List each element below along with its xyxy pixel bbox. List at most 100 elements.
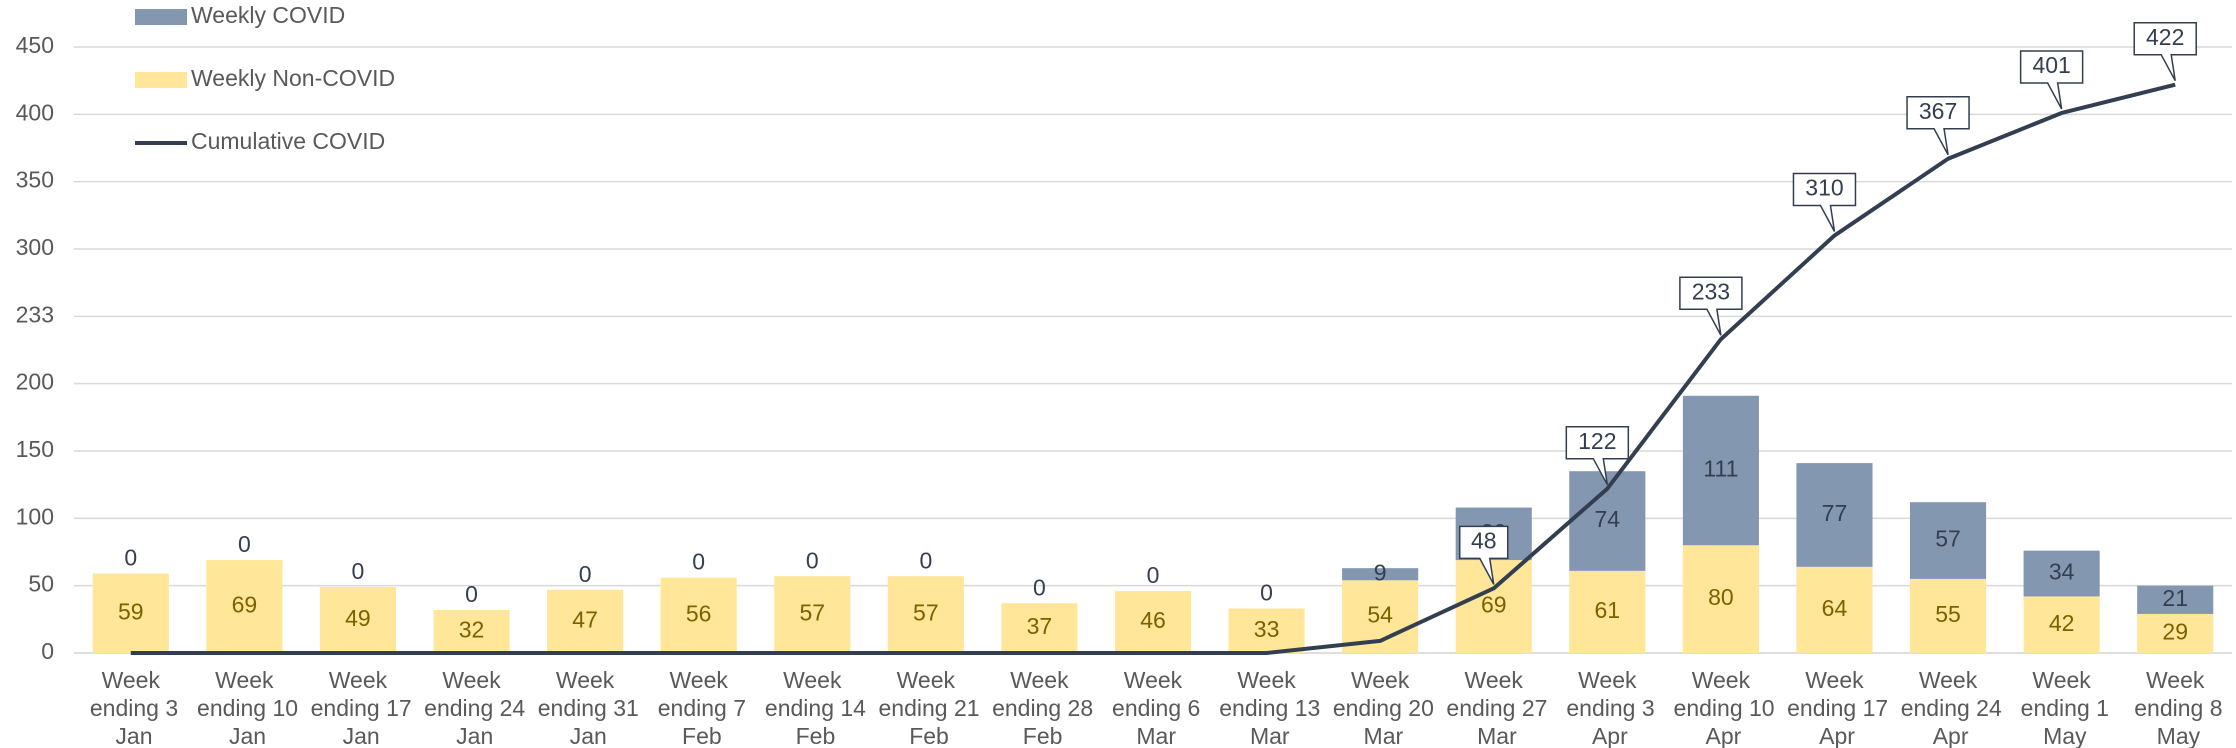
bar-segment	[1796, 463, 1873, 567]
x-tick-label: Week ending 28 Feb	[986, 667, 1093, 748]
data-label: 310	[1805, 175, 1843, 201]
bar-segment	[1228, 608, 1305, 653]
data-label: 48	[1471, 527, 1497, 553]
data-label: 367	[1919, 98, 1957, 124]
legend-swatch	[135, 72, 187, 88]
data-label: 61	[1595, 597, 1621, 623]
legend-label: Weekly COVID	[191, 2, 345, 28]
data-label: 74	[1595, 506, 1621, 532]
callout	[1458, 525, 1509, 585]
x-tick-label: Week ending 13 Mar	[1213, 667, 1320, 748]
data-label: 0	[1260, 580, 1273, 606]
data-label: 233	[1692, 278, 1730, 304]
data-label: 0	[465, 581, 478, 607]
data-label: 55	[1935, 601, 1961, 627]
data-label: 401	[2032, 52, 2070, 78]
bar-segment	[1455, 560, 1532, 653]
bar-segment	[2023, 596, 2100, 653]
data-label: 33	[1254, 616, 1280, 642]
callout	[1679, 276, 1743, 336]
y-tick-label: 233	[16, 301, 54, 327]
data-label: 46	[1140, 607, 1166, 633]
legend-label: Weekly Non-COVID	[191, 65, 395, 91]
bar-segment	[1682, 545, 1759, 653]
data-label: 0	[1147, 562, 1160, 588]
line	[130, 82, 2176, 655]
legend-swatch	[135, 9, 187, 25]
data-label: 59	[118, 598, 144, 624]
data-label: 122	[1578, 428, 1616, 454]
data-label: 54	[1367, 602, 1393, 628]
callout	[1906, 96, 1970, 156]
bar-segment	[1001, 603, 1078, 653]
data-label: 64	[1822, 595, 1848, 621]
data-label: 9	[1374, 559, 1387, 585]
bar-segment	[2137, 585, 2214, 614]
x-tick-label: Week ending 10 Apr	[1667, 667, 1774, 748]
x-tick-label: Week ending 10 Jan	[191, 667, 298, 748]
bar-segment	[887, 576, 964, 653]
data-label: 69	[232, 592, 258, 618]
bar-segment	[1796, 566, 1873, 653]
data-label: 21	[2162, 585, 2188, 611]
bar-segment	[774, 576, 851, 653]
x-tick-label: Week ending 7 Feb	[651, 667, 746, 748]
x-tick-label: Week ending 21 Feb	[872, 667, 979, 748]
data-label: 47	[572, 606, 598, 632]
x-tick-label: Week ending 24 Apr	[1894, 667, 2002, 748]
x-tick-label: Week ending 27 Mar	[1440, 667, 1547, 748]
legend-label: Cumulative COVID	[191, 128, 385, 154]
y-tick-label: 100	[16, 503, 54, 529]
x-tick-label: Week ending 20 Mar	[1326, 667, 1433, 748]
data-label: 56	[686, 600, 712, 626]
y-tick-label: 150	[16, 436, 54, 462]
x-tick-label: Week ending 24 Jan	[418, 667, 526, 748]
x-tick-label: Week ending 17 Jan	[304, 667, 411, 748]
data-label: 57	[1935, 526, 1961, 552]
data-label: 57	[913, 600, 939, 626]
data-label: 0	[806, 547, 819, 573]
x-tick-label: Week ending 6 Mar	[1106, 667, 1201, 748]
bar-segment	[92, 573, 169, 653]
data-label: 42	[2049, 610, 2075, 636]
bar-segment	[2137, 613, 2214, 653]
bar-segment	[206, 560, 283, 653]
bar-segment	[433, 609, 510, 653]
callout	[1565, 425, 1630, 486]
bar-segment	[1569, 570, 1646, 653]
data-label: 0	[692, 549, 705, 575]
callout	[1792, 172, 1857, 232]
data-label: 111	[1703, 456, 1738, 482]
x-tick-label: Week ending 8 May	[2128, 667, 2223, 748]
data-label: 0	[124, 545, 137, 571]
bar-segment	[1342, 568, 1419, 581]
data-label: 0	[1033, 574, 1046, 600]
bar-segment	[1682, 395, 1759, 546]
bar-segment	[319, 587, 396, 653]
data-label: 69	[1481, 592, 1507, 618]
data-label: 80	[1708, 584, 1734, 610]
callout	[2133, 21, 2197, 82]
data-label: 49	[345, 605, 371, 631]
bar-segment	[660, 577, 737, 653]
x-tick-label: Week ending 1 May	[2014, 667, 2109, 748]
bar-segment	[1910, 502, 1987, 579]
y-tick-label: 200	[16, 369, 54, 395]
data-label: 0	[919, 547, 932, 573]
y-tick-label: 300	[16, 234, 54, 260]
x-tick-label: Week ending 17 Apr	[1781, 667, 1888, 748]
data-label: 0	[238, 531, 251, 557]
callout	[2019, 50, 2084, 110]
bar-segment	[1114, 591, 1192, 653]
data-label: 0	[579, 561, 592, 587]
data-label: 77	[1822, 500, 1848, 526]
y-tick-label: 450	[16, 32, 54, 58]
x-tick-label: Week ending 31 Jan	[531, 667, 638, 748]
y-tick-label: 0	[41, 638, 54, 664]
data-label: 422	[2146, 24, 2184, 50]
bar-segment	[1910, 578, 1987, 653]
data-label: 0	[352, 558, 365, 584]
data-label: 57	[799, 600, 825, 626]
bar-segment	[547, 589, 624, 653]
